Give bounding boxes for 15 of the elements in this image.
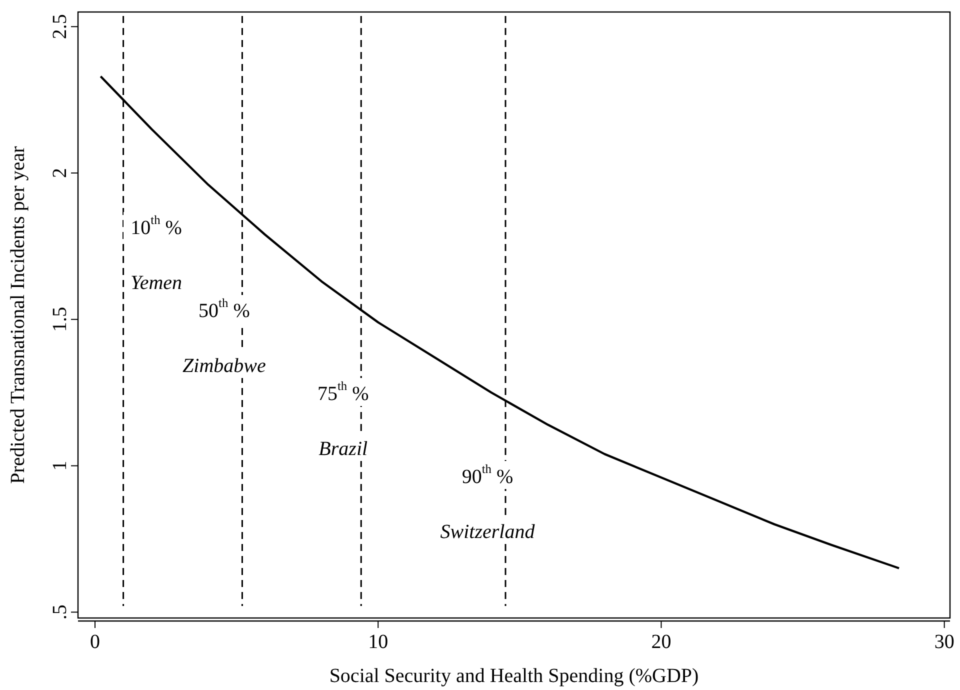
x-axis-title: Social Security and Health Spending (%GDP) — [329, 665, 699, 687]
x-tick-label: 20 — [651, 631, 672, 653]
y-tick-label: 2.5 — [49, 14, 71, 40]
y-axis-title: Predicted Transnational Incidents per year — [7, 146, 29, 484]
y-tick-label: 2 — [49, 168, 71, 178]
y-tick-label: 1.5 — [49, 306, 71, 332]
x-tick-label: 10 — [368, 631, 388, 653]
x-tick-label: 30 — [934, 631, 954, 653]
y-tick-label: .5 — [49, 604, 71, 620]
text: 75$^{th}$ % Brazil — [317, 378, 369, 460]
text: 50$^{th}$ % Zimbabwe — [182, 296, 266, 377]
text: 10$^{th}$ % Yemen — [130, 212, 182, 294]
y-tick-label: 1 — [49, 460, 71, 471]
text: 90$^{th}$ % Switzerland — [440, 462, 535, 543]
x-tick-label: 0 — [90, 631, 100, 653]
